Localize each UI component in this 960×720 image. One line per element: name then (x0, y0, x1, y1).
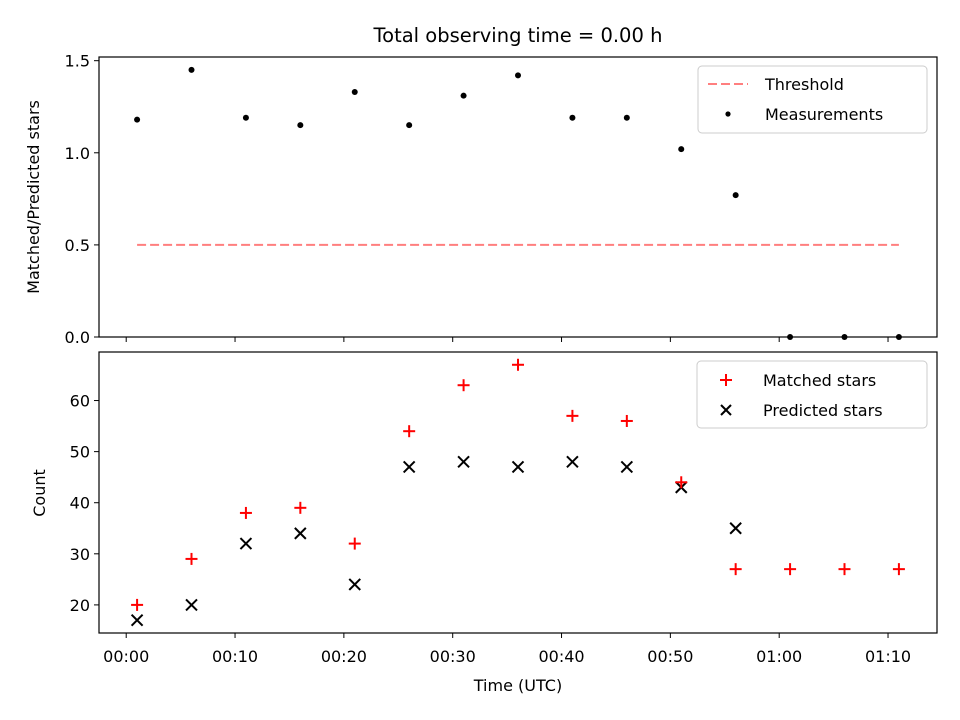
bottom-y-tick: 60 (70, 392, 99, 411)
top-y-tick: 0.0 (65, 328, 99, 347)
bottom-x-tick-label: 00:20 (321, 647, 367, 666)
bottom-x-tick-label: 01:00 (756, 647, 802, 666)
matched-star-point (239, 506, 252, 519)
legend-predicted-label: Predicted stars (763, 401, 883, 420)
matched-star-point (512, 358, 524, 371)
predicted-star-point (457, 455, 470, 469)
measurement-point (351, 89, 358, 95)
bottom-x-tick-label: 00:10 (212, 647, 258, 666)
bottom-y-axis-label: Count (30, 469, 49, 517)
matched-star-point (457, 379, 470, 392)
measurement-point (406, 122, 413, 129)
top-panel: Total observing time = 0.00 h 0.0 0.5 1.0 1… (24, 24, 938, 347)
predicted-star-point (729, 522, 742, 535)
bottom-x-tick-label: 00:30 (430, 647, 476, 666)
top-legend-box (697, 65, 928, 134)
top-x-ticks (125, 337, 889, 342)
predicted-star-point (294, 527, 307, 540)
top-y-tick: 0.5 (65, 236, 99, 255)
top-y-tick: 1.5 (65, 52, 99, 71)
top-y-tick-label: 0.0 (65, 328, 90, 347)
bottom-legend-box (696, 360, 928, 429)
top-y-tick-label: 0.5 (65, 236, 90, 255)
bottom-y-tick: 30 (70, 545, 99, 564)
matched-star-point (131, 598, 144, 611)
bottom-y-tick-label: 40 (70, 494, 90, 513)
bottom-y-tick-label: 30 (70, 545, 90, 564)
bottom-x-tick: 01:10 (865, 633, 911, 666)
bottom-x-tick: 00:40 (538, 633, 585, 666)
top-y-tick-label: 1.0 (65, 144, 90, 163)
measurement-point (134, 116, 141, 123)
bottom-x-tick: 00:30 (430, 633, 476, 666)
bottom-x-tick-label: 00:40 (538, 647, 584, 666)
bottom-y-tick: 20 (70, 596, 99, 615)
measurement-point (242, 114, 249, 121)
measurement-point (515, 72, 521, 79)
predicted-star-point (620, 460, 634, 474)
bottom-x-axis-label: Time (UTC) (473, 676, 562, 695)
bottom-x-ticks: 00:00 00:10 00:20 00:30 00:40 00:50 01:00 01:10 (103, 633, 911, 666)
predicted-star-point (348, 578, 361, 591)
bottom-x-tick-label: 01:10 (865, 647, 911, 666)
predicted-star-point (511, 460, 525, 474)
bottom-plot-frame (98, 351, 938, 634)
top-panel-title: Total observing time = 0.00 h (373, 24, 663, 47)
top-y-ticks: 0.0 0.5 1.0 1.5 (65, 52, 99, 347)
bottom-y-tick-label: 20 (70, 596, 90, 615)
matched-star-point (620, 414, 633, 427)
measurement-point (460, 92, 467, 99)
legend-matched-swatch (720, 374, 732, 386)
top-y-tick-label: 1.5 (65, 52, 90, 71)
measurement-point (678, 146, 685, 153)
bottom-y-ticks: 20 30 40 50 60 (70, 392, 99, 615)
bottom-x-tick: 01:00 (756, 633, 802, 666)
measurement-point (569, 114, 576, 121)
matched-star-point (294, 501, 307, 514)
bottom-y-tick: 40 (70, 494, 99, 513)
bottom-x-tick: 00:20 (321, 633, 367, 666)
matched-star-point (403, 425, 416, 438)
bottom-x-tick: 00:10 (212, 633, 258, 666)
top-y-axis-label: Matched/Predicted stars (24, 100, 43, 294)
legend-matched-label: Matched stars (763, 371, 876, 390)
legend-measurements-swatch (725, 111, 731, 117)
bottom-y-tick-label: 50 (70, 443, 90, 462)
predicted-star-point (402, 460, 416, 474)
matched-star-point (185, 552, 198, 565)
matched-stars-series (131, 358, 905, 611)
measurement-point (623, 114, 630, 121)
predicted-star-point (185, 598, 198, 612)
top-plot-frame (98, 56, 938, 338)
bottom-x-tick: 00:50 (647, 633, 693, 666)
measurement-point (188, 66, 195, 73)
measurement-point (297, 122, 304, 129)
predicted-star-point (239, 537, 253, 550)
predicted-stars-series (130, 455, 742, 627)
bottom-y-tick: 50 (70, 443, 99, 462)
matched-star-point (729, 563, 742, 576)
bottom-y-tick-label: 60 (70, 392, 90, 411)
matched-star-point (892, 563, 905, 576)
matched-star-point (566, 409, 579, 422)
predicted-star-point (130, 614, 144, 627)
legend-predicted-swatch (720, 404, 732, 416)
bottom-panel: 20 30 40 50 60 00:00 00:10 00:20 00:30 00:40 00:5… (30, 351, 938, 695)
matched-star-point (348, 537, 361, 550)
top-legend: Threshold Measurements (697, 65, 928, 134)
legend-measurements-label: Measurements (765, 105, 883, 124)
bottom-x-tick-label: 00:50 (647, 647, 693, 666)
bottom-legend: Matched stars Predicted stars (696, 360, 928, 429)
matched-star-point (784, 563, 797, 576)
legend-threshold-label: Threshold (764, 75, 844, 94)
measurement-point (732, 192, 739, 199)
bottom-x-tick-label: 00:00 (103, 647, 149, 666)
matched-star-point (838, 563, 851, 576)
top-y-tick: 1.0 (65, 144, 99, 163)
predicted-star-point (566, 455, 579, 469)
measurements-series (134, 66, 902, 340)
matched-star-point (675, 476, 688, 489)
bottom-x-tick: 00:00 (103, 633, 149, 666)
